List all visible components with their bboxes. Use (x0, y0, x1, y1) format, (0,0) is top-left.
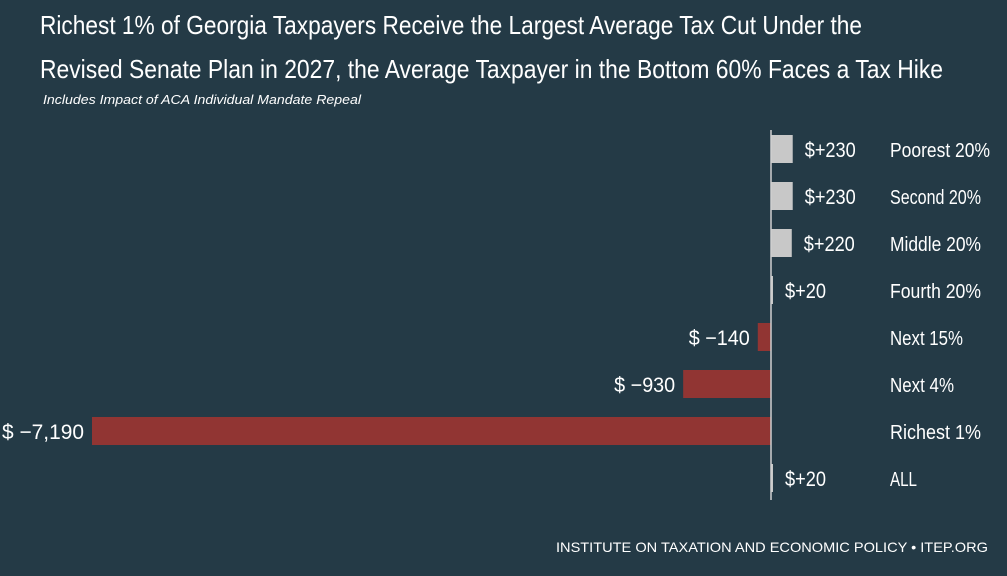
bar-fourth-20- (771, 276, 773, 304)
bar-middle-20- (771, 229, 792, 257)
data-label: $+220 (804, 233, 855, 256)
data-label: $ −7,190 (2, 421, 84, 444)
data-label: $+230 (805, 139, 856, 162)
category-label: ALL (890, 469, 917, 491)
chart-title-line-1: Richest 1% of Georgia Taxpayers Receive … (40, 10, 862, 40)
chart-subtitle: Includes Impact of ACA Individual Mandat… (43, 92, 362, 107)
bar-poorest-20- (771, 135, 793, 163)
category-label: Next 15% (890, 328, 963, 350)
bar-richest-1- (92, 417, 771, 445)
data-label: $+20 (785, 280, 826, 303)
data-label: $+20 (785, 468, 826, 491)
bar-all (771, 464, 773, 492)
bar-next-15- (757, 323, 771, 351)
data-label: $ −930 (614, 374, 675, 397)
category-label: Fourth 20% (890, 281, 981, 303)
category-label: Richest 1% (890, 422, 981, 444)
category-label: Poorest 20% (890, 140, 990, 162)
footer-source: INSTITUTE ON TAXATION AND ECONOMIC POLIC… (556, 539, 988, 555)
category-label: Middle 20% (890, 234, 981, 256)
category-label: Second 20% (890, 187, 981, 209)
bar-next-4- (683, 370, 771, 398)
chart-title-line-2: Revised Senate Plan in 2027, the Average… (40, 54, 943, 84)
data-label: $ −140 (689, 327, 750, 350)
data-label: $+230 (805, 186, 856, 209)
category-label: Next 4% (890, 375, 954, 397)
bar-second-20- (771, 182, 793, 210)
